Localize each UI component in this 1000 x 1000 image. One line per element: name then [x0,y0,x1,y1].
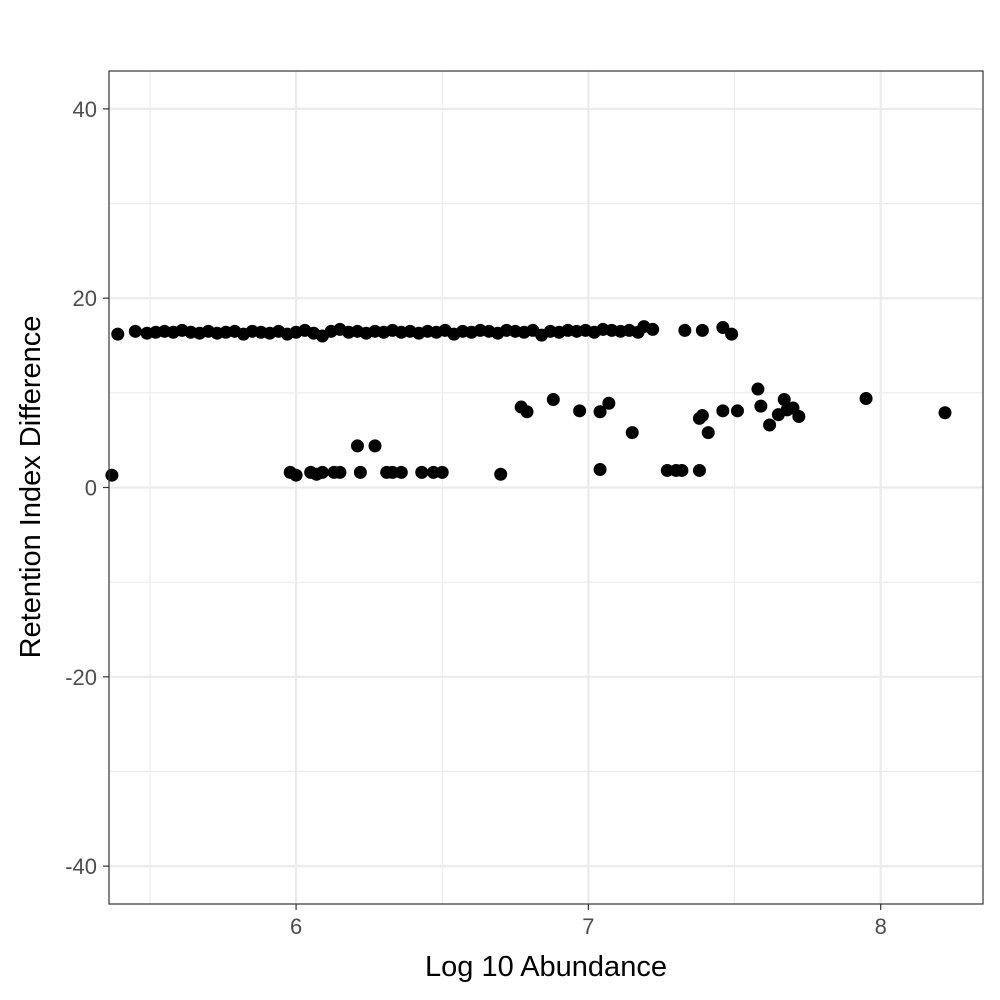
y-tick-label: 20 [73,286,97,311]
data-point [333,465,347,479]
y-tick-label: 40 [73,97,97,122]
data-point [520,405,534,419]
data-point [289,468,303,482]
x-tick-label: 7 [582,914,594,939]
data-point [792,410,806,424]
data-point [111,327,125,341]
data-point [546,392,560,406]
data-point [692,463,706,477]
data-point [754,399,768,413]
data-point [350,439,364,453]
data-points [105,320,952,482]
data-point [859,392,873,406]
data-point [701,426,715,440]
y-tick-label: -20 [65,665,97,690]
data-point [494,467,508,481]
data-point [394,465,408,479]
y-tick-label: 0 [85,476,97,501]
data-point [678,323,692,337]
data-point [315,465,329,479]
y-tick-label: -40 [65,854,97,879]
x-tick-label: 8 [875,914,887,939]
data-point [435,465,449,479]
data-point [725,327,739,341]
y-axis-title: Retention Index Difference [15,316,47,659]
x-axis-ticks: 6 7 8 [290,904,887,939]
data-point [777,392,791,406]
data-point [938,406,952,420]
data-point [593,463,607,477]
major-gridlines [109,71,983,904]
x-axis-title: Log 10 Abundance [425,951,667,983]
data-point [751,382,765,396]
data-point [353,465,367,479]
y-axis-ticks: -40 -20 0 20 40 [65,97,109,879]
data-point [105,468,119,482]
data-point [368,439,382,453]
data-point [573,404,587,418]
data-point [763,418,777,432]
data-point [646,322,660,336]
data-point [602,396,616,410]
data-point [695,323,709,337]
data-point [695,409,709,423]
data-point [625,426,639,440]
data-point [593,405,607,419]
data-point [716,404,730,418]
data-point [415,465,429,479]
data-point [675,463,689,477]
x-tick-label: 6 [290,914,302,939]
data-point [128,324,142,338]
data-point [730,404,744,418]
